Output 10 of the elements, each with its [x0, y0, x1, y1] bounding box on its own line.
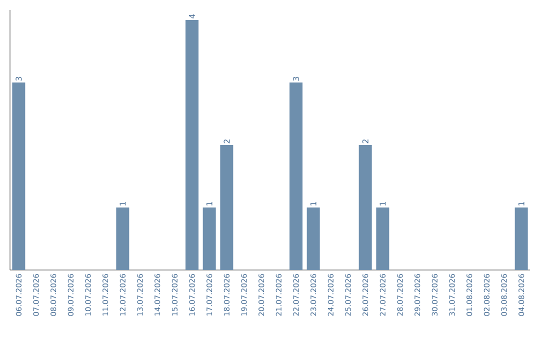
- bar: [376, 208, 390, 270]
- bar: [220, 144, 234, 270]
- bar: [358, 144, 372, 270]
- bar: [186, 20, 199, 270]
- bar: [116, 208, 130, 270]
- bar: [290, 82, 303, 270]
- bar: [202, 208, 216, 270]
- bar: [12, 82, 26, 270]
- bar: [514, 208, 528, 270]
- bar: [306, 208, 320, 270]
